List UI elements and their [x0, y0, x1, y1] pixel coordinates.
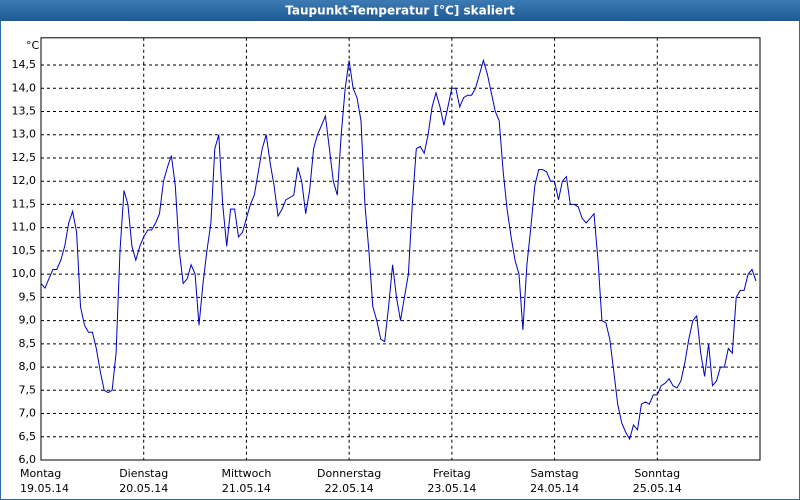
x-date-label: 23.05.14 [427, 482, 476, 495]
x-day-label: Dienstag [119, 467, 168, 480]
y-tick-label: 14,0 [12, 81, 37, 94]
y-tick-label: 6,0 [19, 453, 37, 466]
y-tick-label: 9,5 [19, 290, 37, 303]
y-tick-label: 11,5 [12, 197, 37, 210]
x-date-label: 19.05.14 [20, 482, 69, 495]
data-line [40, 58, 757, 441]
x-day-label: Sonntag [634, 467, 680, 480]
x-date-label: 20.05.14 [119, 482, 168, 495]
y-tick-label: 14,5 [12, 58, 37, 71]
y-tick-label: 7,0 [19, 407, 37, 420]
y-tick-label: 8,0 [19, 360, 37, 373]
plot: 6,0 6,5 7,0 7,5 8,0 8,5 9,0 9,5 10,0 10,5 11,0 11,5… [12, 37, 761, 495]
y-tick-label: 10,0 [12, 267, 37, 280]
x-date-label: 24.05.14 [530, 482, 579, 495]
y-tick-label: 7,5 [19, 383, 37, 396]
y-tick-label: 11,0 [12, 221, 37, 234]
x-date-label: 22.05.14 [325, 482, 374, 495]
plot-border [40, 37, 761, 461]
y-tick-label: 12,5 [12, 151, 37, 164]
x-day-label: Mittwoch [221, 467, 271, 480]
x-day-label: Samstag [530, 467, 578, 480]
x-date-label: 25.05.14 [633, 482, 682, 495]
x-day-label: Montag [20, 467, 61, 480]
y-tick-label: 13,5 [12, 105, 37, 118]
y-tick-label: 8,5 [19, 337, 37, 350]
y-tick-label: 9,0 [19, 314, 37, 327]
x-date-label: 21.05.14 [222, 482, 271, 495]
title-bar [0, 0, 800, 21]
y-tick-label: 6,5 [19, 430, 37, 443]
y-unit: °C [26, 39, 40, 52]
chart-title: Taupunkt-Temperatur [°C] skaliert [285, 4, 515, 18]
x-day-label: Freitag [433, 467, 471, 480]
y-tick-label: 13,0 [12, 128, 37, 141]
y-tick-label: 12,0 [12, 174, 37, 187]
y-tick-label: 10,5 [12, 244, 37, 257]
x-day-label: Donnerstag [317, 467, 381, 480]
